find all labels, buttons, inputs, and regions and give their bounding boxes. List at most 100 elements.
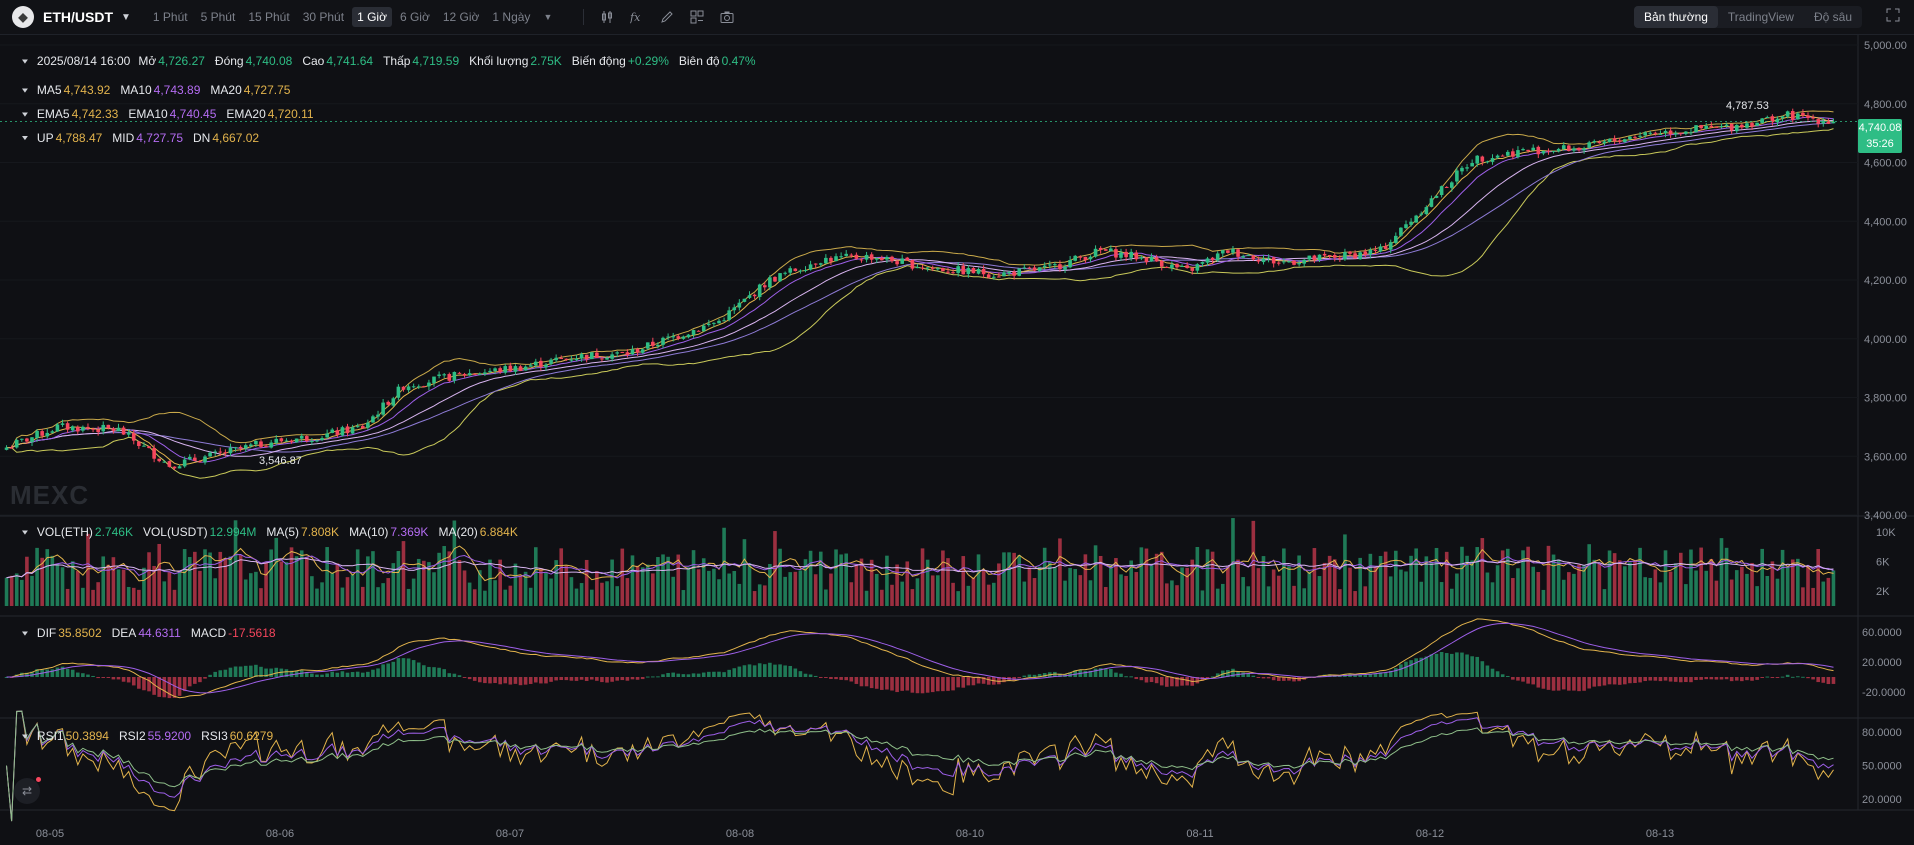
volume-bar: [783, 576, 787, 606]
volume-bar: [335, 563, 340, 606]
boll-mid-value: 4,727.75: [136, 131, 184, 145]
candle: [1271, 257, 1276, 264]
layout-grid-icon[interactable]: [682, 5, 712, 29]
macd-histogram-bar: [1577, 677, 1581, 692]
collapse-chevron-icon[interactable]: ▼: [20, 86, 30, 94]
candle: [1053, 264, 1057, 266]
candle: [1770, 116, 1775, 123]
view-tab[interactable]: TradingView: [1727, 10, 1794, 24]
candle-countdown: 35:26: [1866, 138, 1894, 150]
candle: [1745, 123, 1749, 128]
volume-bar: [1592, 559, 1597, 606]
volume-bar: [1246, 586, 1251, 606]
volume-bar: [493, 580, 497, 606]
volume-bar: [569, 577, 574, 606]
volume-bar: [1276, 575, 1281, 606]
volume-bar: [1017, 555, 1022, 606]
collapse-chevron-icon[interactable]: ▼: [20, 629, 30, 637]
candle: [1734, 124, 1739, 132]
candle: [661, 337, 665, 345]
macd-histogram-bar: [808, 674, 813, 677]
candle: [691, 330, 696, 335]
interval-more-chevron-icon[interactable]: ▼: [543, 12, 553, 22]
candle: [299, 435, 304, 439]
macd-histogram-bar: [666, 673, 670, 677]
candle: [579, 354, 584, 359]
candle: [1007, 271, 1011, 274]
macd-histogram-bar: [1358, 674, 1362, 677]
volume-bar: [656, 557, 660, 606]
collapse-chevron-icon[interactable]: ▼: [20, 57, 30, 65]
vol-usdt-label: VOL(USDT): [142, 525, 208, 539]
candle: [1572, 148, 1576, 151]
interval-tab[interactable]: 12 Giờ: [442, 10, 480, 24]
macd-histogram-bar: [1088, 670, 1093, 677]
volume-bar: [900, 581, 904, 606]
candle: [116, 427, 121, 432]
candle: [681, 336, 686, 339]
volume-bar: [238, 555, 243, 606]
candle: [549, 359, 553, 364]
volume-bar: [640, 567, 645, 606]
macd-histogram-bar: [1444, 653, 1449, 677]
macd-histogram-bar: [1780, 676, 1785, 678]
price-chart-canvas[interactable]: 5,000.00 4,800.00 4,600.00 4,400.00 4,200.00…: [0, 35, 1914, 845]
collapse-chevron-icon[interactable]: ▼: [20, 110, 30, 118]
volume-bar: [177, 571, 182, 606]
candle: [1684, 131, 1688, 134]
settings-toggle-icon[interactable]: ⇄: [14, 778, 40, 804]
candle: [1429, 198, 1434, 207]
interval-tab[interactable]: 1 Ngày: [492, 10, 531, 24]
interval-tab[interactable]: 15 Phút: [248, 10, 290, 24]
pair-selector[interactable]: ◆ ETH/USDT ▼: [12, 6, 131, 28]
candle-type-icon[interactable]: [592, 5, 622, 29]
collapse-chevron-icon[interactable]: ▼: [20, 732, 30, 740]
rsi1-value: 50.3894: [65, 729, 109, 743]
macd-histogram-bar: [1465, 654, 1469, 677]
volume-bar: [1399, 569, 1403, 606]
volume-bar: [1638, 547, 1642, 606]
view-tab[interactable]: Bản thường: [1633, 6, 1718, 28]
candle: [1287, 261, 1291, 263]
candle: [457, 372, 462, 374]
interval-tab[interactable]: 30 Phút: [302, 10, 345, 24]
macd-histogram-bar: [1668, 677, 1673, 682]
candle: [757, 284, 762, 297]
volume-bar: [1460, 546, 1464, 606]
macd-histogram-bar: [116, 677, 121, 680]
indicator-fx-icon[interactable]: fx: [622, 5, 652, 29]
volume-bar: [401, 541, 406, 606]
macd-histogram-bar: [1027, 674, 1032, 677]
volume-bar: [396, 550, 401, 606]
view-tab[interactable]: Độ sâu: [1813, 10, 1852, 24]
macd-histogram-bar: [1490, 668, 1495, 677]
fullscreen-icon[interactable]: [1886, 8, 1900, 25]
candle: [20, 438, 24, 440]
date-axis-label: 08-10: [956, 828, 984, 840]
volume-bar: [366, 556, 370, 606]
collapse-chevron-icon[interactable]: ▼: [20, 528, 30, 536]
candle: [518, 366, 523, 371]
macd-histogram-bar: [1353, 675, 1357, 677]
collapse-chevron-icon[interactable]: ▼: [20, 134, 30, 142]
volume-bar: [60, 567, 65, 606]
candle: [1297, 263, 1301, 265]
interval-tab[interactable]: 1 Giờ: [352, 7, 392, 27]
volume-bar: [1801, 587, 1805, 606]
volume-bar: [1765, 576, 1770, 606]
interval-tab[interactable]: 6 Giờ: [399, 10, 430, 24]
candle: [106, 424, 111, 429]
candle: [1556, 148, 1561, 152]
vol-ma10-label: MA(10): [349, 525, 389, 539]
volume-bar: [131, 587, 136, 606]
volume-bar: [4, 577, 9, 606]
interval-tab[interactable]: 1 Phút: [152, 10, 188, 24]
volume-bar: [1266, 586, 1271, 606]
volume-bar: [427, 562, 431, 606]
volume-bar: [442, 546, 446, 606]
interval-tab[interactable]: 5 Phút: [200, 10, 236, 24]
draw-pencil-icon[interactable]: [652, 5, 682, 29]
candle: [523, 366, 528, 371]
macd-histogram-bar: [345, 672, 350, 677]
camera-icon[interactable]: [712, 5, 742, 29]
